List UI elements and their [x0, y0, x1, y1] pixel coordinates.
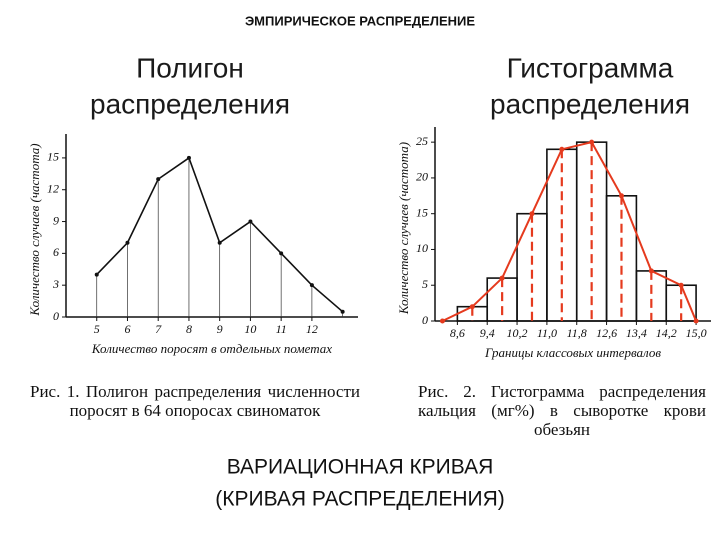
curve-point	[693, 318, 699, 324]
y-axis-label: Количество случаев (частота)	[27, 143, 42, 316]
y-tick-label: 10	[416, 241, 428, 255]
caption: Рис. 2. Гистограмма распределения кальци…	[418, 382, 706, 439]
point	[217, 240, 222, 245]
point	[248, 219, 253, 224]
x-tick-label: 11,8	[567, 326, 587, 340]
curve-point	[469, 304, 475, 310]
footer-line: ВАРИАЦИОННАЯ КРИВАЯ	[227, 456, 494, 479]
chart-heading: Полигон	[136, 52, 244, 83]
x-tick-label: 15,0	[686, 326, 707, 340]
curve-point	[648, 268, 654, 274]
slide-title: ЭМПИРИЧЕСКОЕ РАСПРЕДЕЛЕНИЕ	[245, 13, 475, 28]
y-tick-label: 15	[47, 150, 59, 164]
chart-heading: распределения	[490, 88, 690, 119]
curve-point	[589, 139, 595, 145]
x-tick-label: 8,6	[450, 326, 465, 340]
y-tick-label: 5	[422, 277, 428, 291]
x-tick-label: 13,4	[626, 326, 647, 340]
x-tick-label: 10,2	[507, 326, 528, 340]
point	[340, 309, 345, 314]
y-tick-label: 25	[416, 134, 428, 148]
chart-heading: распределения	[90, 88, 290, 119]
point	[125, 240, 130, 245]
curve-point	[499, 275, 505, 281]
curve-point	[678, 282, 684, 288]
y-axis-label: Количество случаев (частота)	[396, 142, 411, 315]
point	[279, 251, 284, 256]
x-tick-label: 12,6	[596, 326, 617, 340]
x-tick-label: 7	[155, 322, 162, 336]
x-tick-label: 6	[124, 322, 130, 336]
y-tick-label: 15	[416, 205, 428, 219]
curve-point	[529, 211, 535, 217]
point	[186, 155, 191, 160]
x-tick-label: 8	[186, 322, 192, 336]
x-tick-label: 9,4	[480, 326, 495, 340]
curve-point	[439, 318, 445, 324]
point	[309, 283, 314, 288]
curve-point	[618, 193, 624, 199]
x-tick-label: 11	[276, 322, 287, 336]
footer-line: (КРИВАЯ РАСПРЕДЕЛЕНИЯ)	[215, 488, 505, 511]
x-tick-label: 14,2	[656, 326, 677, 340]
y-tick-label: 6	[53, 245, 59, 259]
y-tick-label: 20	[416, 170, 428, 184]
x-axis-label: Количество поросят в отдельных пометах	[91, 341, 332, 356]
x-axis-label: Границы классовых интервалов	[484, 345, 661, 360]
x-tick-label: 5	[94, 322, 100, 336]
chart-heading: Гистограмма	[507, 52, 674, 83]
distribution-curve	[442, 141, 698, 322]
point	[156, 177, 161, 182]
x-tick-label: 10	[244, 322, 256, 336]
x-tick-label: 9	[217, 322, 223, 336]
y-tick-label: 9	[53, 213, 59, 227]
point	[94, 272, 99, 277]
y-tick-label: 0	[422, 313, 428, 327]
curve-point	[559, 146, 565, 152]
x-tick-label: 12	[306, 322, 318, 336]
y-tick-label: 3	[52, 277, 59, 291]
x-tick-label: 11,0	[537, 326, 557, 340]
caption: Рис. 1. Полигон распределения численност…	[30, 382, 360, 420]
y-tick-label: 12	[47, 181, 59, 195]
y-tick-label: 0	[53, 309, 59, 323]
